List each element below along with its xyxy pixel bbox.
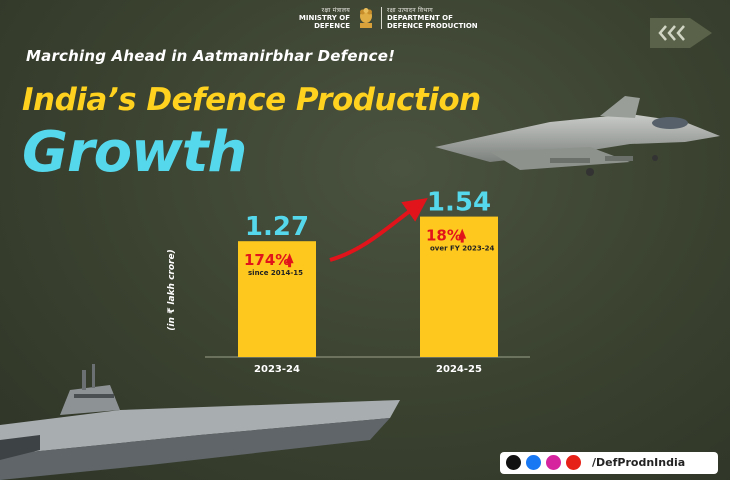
facebook-icon[interactable] (526, 455, 541, 470)
value-label: 1.27 (245, 212, 309, 242)
up-arrow-stem (460, 236, 464, 243)
social-handle-strip: /DefProdnIndia (500, 452, 718, 474)
header-divider (381, 7, 382, 29)
title-line2: Growth (22, 120, 247, 185)
ministry-line2: DEFENCE (314, 22, 350, 30)
y-axis-label: (in ₹ lakh crore) (167, 249, 177, 330)
growth-percent: 174% (244, 251, 290, 269)
ministry-line1: MINISTRY OF (298, 14, 350, 22)
instagram-icon[interactable] (546, 455, 561, 470)
department-line2: DEFENCE PRODUCTION (387, 22, 478, 30)
x-icon[interactable] (506, 455, 521, 470)
bar-2023-24 (238, 241, 316, 357)
growth-note: since 2014-15 (248, 269, 303, 277)
department-block: रक्षा उत्पादन विभाग DEPARTMENT OF DEFENC… (387, 6, 478, 30)
header: रक्षा मंत्रालय MINISTRY OF DEFENCE रक्षा… (0, 0, 730, 40)
value-label: 1.54 (427, 190, 491, 218)
ministry-hindi: रक्षा मंत्रालय (321, 7, 350, 14)
ministry-block: रक्षा मंत्रालय MINISTRY OF DEFENCE (290, 6, 350, 30)
department-hindi: रक्षा उत्पादन विभाग (387, 7, 433, 14)
state-emblem-icon (360, 8, 372, 28)
fighter-jet-icon (435, 96, 720, 176)
category-label: 2024-25 (436, 364, 482, 375)
up-arrow-icon (285, 253, 294, 264)
department-line1: DEPARTMENT OF (387, 14, 453, 22)
growth-percent: 18% (426, 227, 462, 245)
up-arrow-stem (288, 261, 292, 268)
production-bar-chart: (in ₹ lakh crore) 1.27 2023-24 174%since 2… (167, 190, 530, 375)
tagline: Marching Ahead in Aatmanirbhar Defence! (26, 47, 396, 65)
social-handle: /DefProdnIndia (592, 456, 686, 469)
growth-arrow (329, 198, 428, 262)
title-line1: India’s Defence Production (22, 82, 481, 118)
bar-2024-25 (420, 216, 498, 357)
up-arrow-icon (458, 228, 467, 239)
category-label: 2023-24 (254, 364, 300, 375)
growth-note: over FY 2023-24 (430, 245, 495, 253)
aircraft-carrier-icon (0, 364, 400, 480)
chevrons-icon (650, 18, 712, 48)
youtube-icon[interactable] (566, 455, 581, 470)
